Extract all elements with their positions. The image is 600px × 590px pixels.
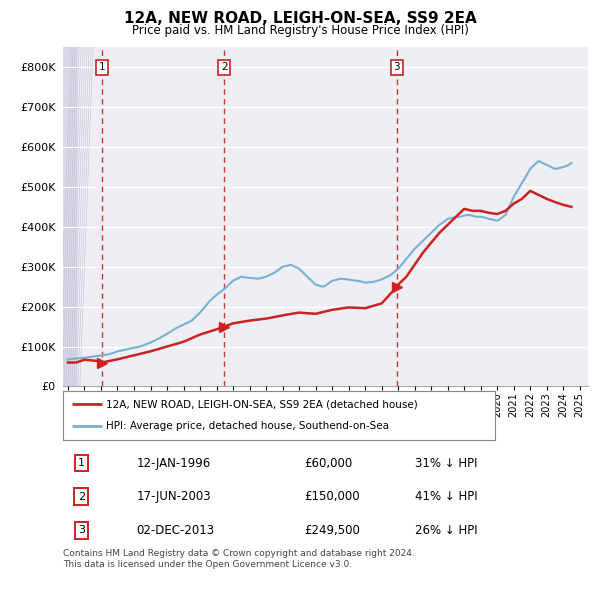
Text: 12A, NEW ROAD, LEIGH-ON-SEA, SS9 2EA: 12A, NEW ROAD, LEIGH-ON-SEA, SS9 2EA (124, 11, 476, 25)
Text: 41% ↓ HPI: 41% ↓ HPI (415, 490, 478, 503)
Text: £249,500: £249,500 (305, 524, 361, 537)
Bar (63, 47, 76, 386)
Text: 31% ↓ HPI: 31% ↓ HPI (415, 457, 477, 470)
Text: £60,000: £60,000 (305, 457, 353, 470)
Text: £150,000: £150,000 (305, 490, 360, 503)
Text: 3: 3 (394, 62, 400, 72)
Text: 1: 1 (98, 62, 105, 72)
Text: Contains HM Land Registry data © Crown copyright and database right 2024.
This d: Contains HM Land Registry data © Crown c… (63, 549, 415, 569)
Text: 12-JAN-1996: 12-JAN-1996 (137, 457, 211, 470)
Text: 17-JUN-2003: 17-JUN-2003 (137, 490, 211, 503)
Text: 1: 1 (78, 458, 85, 468)
Text: HPI: Average price, detached house, Southend-on-Sea: HPI: Average price, detached house, Sout… (106, 421, 389, 431)
Text: 26% ↓ HPI: 26% ↓ HPI (415, 524, 478, 537)
Text: 3: 3 (78, 526, 85, 535)
Text: 2: 2 (78, 492, 85, 502)
Text: 02-DEC-2013: 02-DEC-2013 (137, 524, 215, 537)
Text: 12A, NEW ROAD, LEIGH-ON-SEA, SS9 2EA (detached house): 12A, NEW ROAD, LEIGH-ON-SEA, SS9 2EA (de… (106, 399, 418, 409)
Text: Price paid vs. HM Land Registry's House Price Index (HPI): Price paid vs. HM Land Registry's House … (131, 24, 469, 37)
Text: 2: 2 (221, 62, 227, 72)
